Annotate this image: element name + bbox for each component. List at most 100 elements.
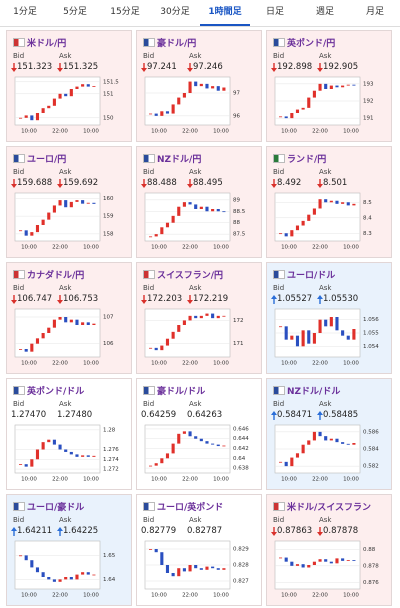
candle — [324, 319, 328, 327]
bid-label: Bid — [13, 400, 25, 408]
flag-icon — [13, 270, 25, 279]
bid-value: 97.241 — [141, 62, 177, 72]
rate-card[interactable]: ユーロ/英ポンド Bid Ask 0.82779 0.82787 0.829 0.828 0.… — [136, 494, 262, 606]
bid-label: Bid — [143, 168, 155, 176]
trend-arrow — [11, 62, 17, 72]
arrow-shape — [141, 62, 147, 72]
trend-arrow — [141, 62, 147, 72]
mini-chart: 0.586 0.584 0.582 10:00 22:00 10:00 — [274, 424, 379, 483]
candle — [318, 83, 322, 91]
candle — [24, 464, 28, 467]
ask-label: Ask — [319, 400, 332, 408]
rate-card[interactable]: NZドル/円 Bid Ask 88.488 88.495 89 88.5 88 87.5 10:0… — [136, 146, 262, 258]
rate-card[interactable]: ユーロ/豪ドル Bid Ask 1.64211 1.64225 1.65 1.64 10:00… — [6, 494, 132, 606]
y-tick-label: 8.4 — [363, 215, 372, 221]
candle — [47, 439, 51, 443]
candle — [352, 443, 356, 445]
candle — [75, 86, 79, 89]
mini-chart: 172 171 10:00 22:00 10:00 — [144, 308, 244, 367]
tab[interactable]: 月足 — [365, 7, 384, 17]
flag-icon — [13, 38, 25, 47]
pair-name: 米ドル/円 — [27, 39, 67, 49]
candle — [312, 333, 316, 344]
candle — [284, 233, 288, 237]
rate-card[interactable]: ランド/円 Bid Ask 8.492 8.501 8.5 8.4 8.3 10:00 22:00… — [266, 146, 392, 258]
x-tick-label: 10:00 — [83, 593, 99, 599]
rate-card[interactable]: 豪ドル/ドル Bid Ask 0.64259 0.64263 0.646 0.644 0.64… — [136, 378, 262, 490]
y-tick-label: 8.5 — [363, 200, 372, 206]
bid-value: 106.747 — [11, 294, 52, 304]
rate-card[interactable]: 米ドル/円 Bid Ask 151.323 151.325 151.5 151 150 10:0… — [6, 30, 132, 142]
x-tick-label: 10:00 — [213, 361, 229, 367]
y-tick-label: 0.582 — [363, 464, 379, 470]
bid-label: Bid — [273, 284, 285, 292]
candle — [301, 220, 305, 226]
candle — [199, 315, 203, 319]
tab[interactable]: 1時間足 — [200, 0, 250, 26]
candle — [30, 560, 34, 568]
rate-card[interactable]: スイスフラン/円 Bid Ask 172.203 172.219 172 171 10:00 2… — [136, 262, 262, 374]
candle — [160, 345, 164, 351]
tab[interactable]: 15分足 — [110, 7, 140, 17]
candle — [194, 204, 198, 209]
x-tick-label: 10:00 — [281, 129, 297, 135]
candle — [81, 322, 85, 325]
flag-icon — [143, 386, 155, 395]
bid-text: 1.27470 — [11, 410, 47, 420]
candle — [222, 445, 226, 447]
tab[interactable]: 1分足 — [13, 7, 37, 17]
candle — [24, 115, 28, 118]
ask-label: Ask — [319, 516, 332, 524]
tab[interactable]: 30分足 — [160, 7, 190, 17]
x-tick-label: 10:00 — [213, 477, 229, 483]
rate-card[interactable]: カナダドル/円 Bid Ask 106.747 106.753 107 106 10:00 22… — [6, 262, 132, 374]
rate-card[interactable]: NZドル/ドル Bid Ask 0.58471 0.58485 0.586 0.584 0.5… — [266, 378, 392, 490]
candle — [295, 335, 300, 347]
trend-arrow — [317, 294, 323, 304]
candle — [194, 315, 198, 319]
rate-card[interactable]: ユーロ/ドル Bid Ask 1.05527 1.05530 1.056 1.055 1.05… — [266, 262, 392, 374]
candle — [199, 206, 203, 209]
ask-value: 106.753 — [57, 294, 98, 304]
arrow-shape — [57, 294, 63, 304]
candle — [41, 442, 45, 450]
tab[interactable]: 5分足 — [63, 7, 87, 17]
ask-text: 1.05530 — [323, 294, 359, 304]
arrow-shape — [57, 526, 63, 536]
candle — [318, 199, 322, 209]
arrow-shape — [57, 62, 63, 72]
x-tick-label: 22:00 — [312, 245, 328, 251]
bid-label: Bid — [143, 516, 155, 524]
rate-card[interactable]: ユーロ/円 Bid Ask 159.688 159.692 160 159 158 10:00 2… — [6, 146, 132, 258]
y-tick-label: 1.272 — [103, 467, 119, 473]
candle — [149, 236, 153, 238]
rate-card[interactable]: 米ドル/スイスフラン Bid Ask 0.87863 0.87878 0.88 0.878 0… — [266, 494, 392, 606]
ask-value: 192.905 — [317, 62, 358, 72]
flag-icon — [143, 270, 155, 279]
candle — [341, 85, 345, 88]
tab[interactable]: 日足 — [265, 7, 284, 17]
rate-card[interactable]: 英ポンド/円 Bid Ask 192.898 192.905 193 192 191 10:00… — [266, 30, 392, 142]
candle — [52, 579, 56, 582]
tab[interactable]: 週足 — [315, 7, 334, 17]
plot-area — [14, 308, 101, 358]
trend-arrow — [187, 294, 193, 304]
rate-card[interactable]: 豪ドル/円 Bid Ask 97.241 97.246 97 96 10:00 22:00 10:… — [136, 30, 262, 142]
flag-icon — [273, 386, 285, 395]
candle — [19, 230, 23, 232]
arrow-shape — [11, 178, 17, 188]
flag-icon — [13, 502, 25, 511]
x-tick-label: 10:00 — [151, 593, 167, 599]
candle — [149, 113, 153, 115]
ask-text: 106.753 — [63, 294, 99, 304]
candle — [64, 317, 68, 323]
ask-value: 88.495 — [187, 178, 223, 188]
plot-area — [274, 540, 361, 590]
candle — [222, 211, 226, 213]
ask-text: 97.246 — [193, 62, 223, 72]
candle — [47, 105, 51, 109]
ask-text: 0.58485 — [323, 410, 359, 420]
x-tick-label: 22:00 — [52, 129, 68, 135]
rate-card[interactable]: 英ポンド/ドル Bid Ask 1.27470 1.27480 1.28 1.276 1.27… — [6, 378, 132, 490]
trend-arrow — [57, 178, 63, 188]
